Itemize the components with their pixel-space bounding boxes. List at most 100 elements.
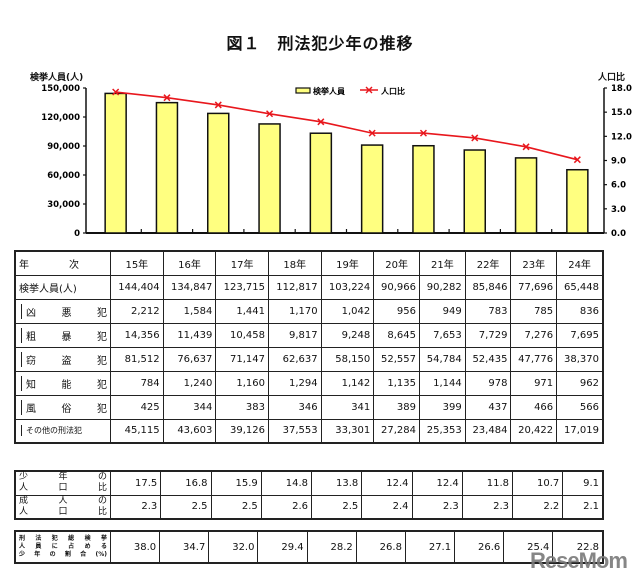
label-char: の: [97, 472, 107, 483]
table-cell: 344: [162, 394, 217, 420]
right-tick-label: 3.0: [611, 205, 626, 215]
label-char: 比: [97, 483, 107, 494]
ratio-cell: 12.4: [361, 470, 413, 496]
year-header: 24年: [556, 250, 604, 276]
table-cell: 90,966: [373, 274, 420, 300]
label-char: 犯: [97, 403, 107, 415]
year-header: 19年: [320, 250, 375, 276]
label-char: 風: [26, 403, 36, 415]
share-cell: 26.8: [355, 530, 406, 564]
label-char: 法: [35, 535, 42, 542]
combo-chart: 150,000 120,000 90,000 60,000 30,000 0 18.0 15.…: [41, 84, 632, 239]
table-cell: 971: [510, 370, 558, 396]
label-char: 盗: [61, 355, 72, 367]
ratio-marker-x-icon: [214, 101, 222, 109]
label-char: め: [84, 543, 91, 550]
row-label: 窃盗犯: [14, 346, 111, 372]
table-row: 凶 悪 犯 2,212 1,584 1,441 1,170 1,042 956 949 783 785…: [14, 298, 604, 324]
share-cell: 34.7: [159, 530, 210, 564]
label-char: 人: [19, 506, 29, 517]
bar-16年: [155, 101, 179, 234]
year-header: 18年: [267, 250, 322, 276]
table-cell: 58,150: [320, 346, 375, 372]
ratio-cell: 2.6: [260, 494, 313, 520]
table-cell: 341: [320, 394, 375, 420]
ratio-cell: 13.8: [310, 470, 363, 496]
table-cell: 1,170: [267, 298, 322, 324]
label-char: 占: [68, 543, 75, 550]
ratio-cell: 2.5: [210, 494, 262, 520]
table-cell: 144,404: [110, 274, 164, 300]
ratio-cell: 16.8: [160, 470, 212, 496]
table-cell: 27,284: [373, 418, 420, 444]
ratio-marker-x-icon: [522, 143, 530, 151]
label-char: 犯: [97, 331, 107, 343]
table-cell: 437: [464, 394, 512, 420]
ratio-line: [115, 91, 578, 161]
bar-19年: [309, 132, 333, 234]
table-cell: 65,448: [556, 274, 604, 300]
table-cell: 52,557: [373, 346, 420, 372]
table-cell: 784: [110, 370, 164, 396]
table-cell: 8,645: [373, 322, 420, 348]
ratio-row: 少年の人口比 17.5 16.8 15.9 14.8 13.8 12.4 12.4 11.8 10…: [14, 470, 604, 496]
table-cell: 14,356: [110, 322, 164, 348]
label-char: 犯: [51, 535, 58, 542]
year-header: 16年: [162, 250, 217, 276]
label-char: 年: [34, 551, 41, 558]
table-cell: 9,248: [320, 322, 375, 348]
label-char: 検: [84, 535, 91, 542]
row-label: 知能犯: [14, 370, 111, 396]
year-header: 20年: [373, 250, 420, 276]
label-char: 粗: [26, 331, 36, 343]
table-cell: 7,729: [464, 322, 512, 348]
table-cell: 566: [556, 394, 604, 420]
bar-15年: [104, 92, 127, 234]
share-cell: 28.2: [306, 530, 357, 564]
table-cell: 7,653: [419, 322, 466, 348]
table-cell: 123,715: [215, 274, 269, 300]
table-cell: 38,370: [556, 346, 604, 372]
chart-title: 図１ 刑法犯少年の推移: [226, 34, 414, 53]
right-axis-label: 人口比: [598, 73, 626, 83]
table-cell: 7,695: [556, 322, 604, 348]
year-header: 21年: [419, 250, 466, 276]
ratio-cell: 9.1: [562, 470, 604, 496]
label-char: 人: [19, 543, 26, 550]
legend-line-label: 人口比: [381, 86, 405, 96]
label-char: 窃: [26, 355, 36, 367]
ratio-marker-x-icon: [112, 88, 120, 96]
table-cell: 2,212: [110, 298, 164, 324]
table-cell: 949: [419, 298, 466, 324]
ratio-cell: 2.3: [109, 494, 162, 520]
table-cell: 1,441: [215, 298, 269, 324]
table-cell: 1,584: [162, 298, 217, 324]
table-cell: 956: [373, 298, 420, 324]
label-char: 少: [19, 472, 29, 483]
table-row: 粗 暴 犯 14,356 11,439 10,458 9,817 9,248 8,645 7,65…: [14, 322, 604, 348]
bar-23年: [514, 157, 538, 234]
ratio-cell: 11.8: [461, 470, 514, 496]
table-cell: 1,240: [162, 370, 217, 396]
label-char: 暴: [61, 331, 72, 343]
label-char: 俗: [61, 403, 72, 415]
label-char: 口: [58, 483, 68, 494]
table-cell: 836: [556, 298, 604, 324]
table-cell: 1,144: [419, 370, 466, 396]
ratio-marker-x-icon: [266, 110, 274, 118]
table-cell: 783: [464, 298, 512, 324]
table-cell: 11,439: [162, 322, 217, 348]
bar-17年: [207, 112, 230, 234]
ratio-cell: 2.1: [562, 494, 604, 520]
right-tick-label: 12.0: [611, 132, 632, 142]
ratio-cell: 2.4: [361, 494, 413, 520]
share-cell: 22.8: [552, 530, 604, 564]
year-header: 23年: [510, 250, 558, 276]
label-char: 犯: [97, 355, 107, 367]
label-char: 合: [80, 551, 87, 558]
label-char: 人: [19, 483, 29, 494]
ratio-cell: 2.3: [461, 494, 514, 520]
table-cell: 85,846: [464, 274, 512, 300]
label-char: 口: [58, 506, 68, 517]
label-char: 挙: [100, 535, 107, 542]
